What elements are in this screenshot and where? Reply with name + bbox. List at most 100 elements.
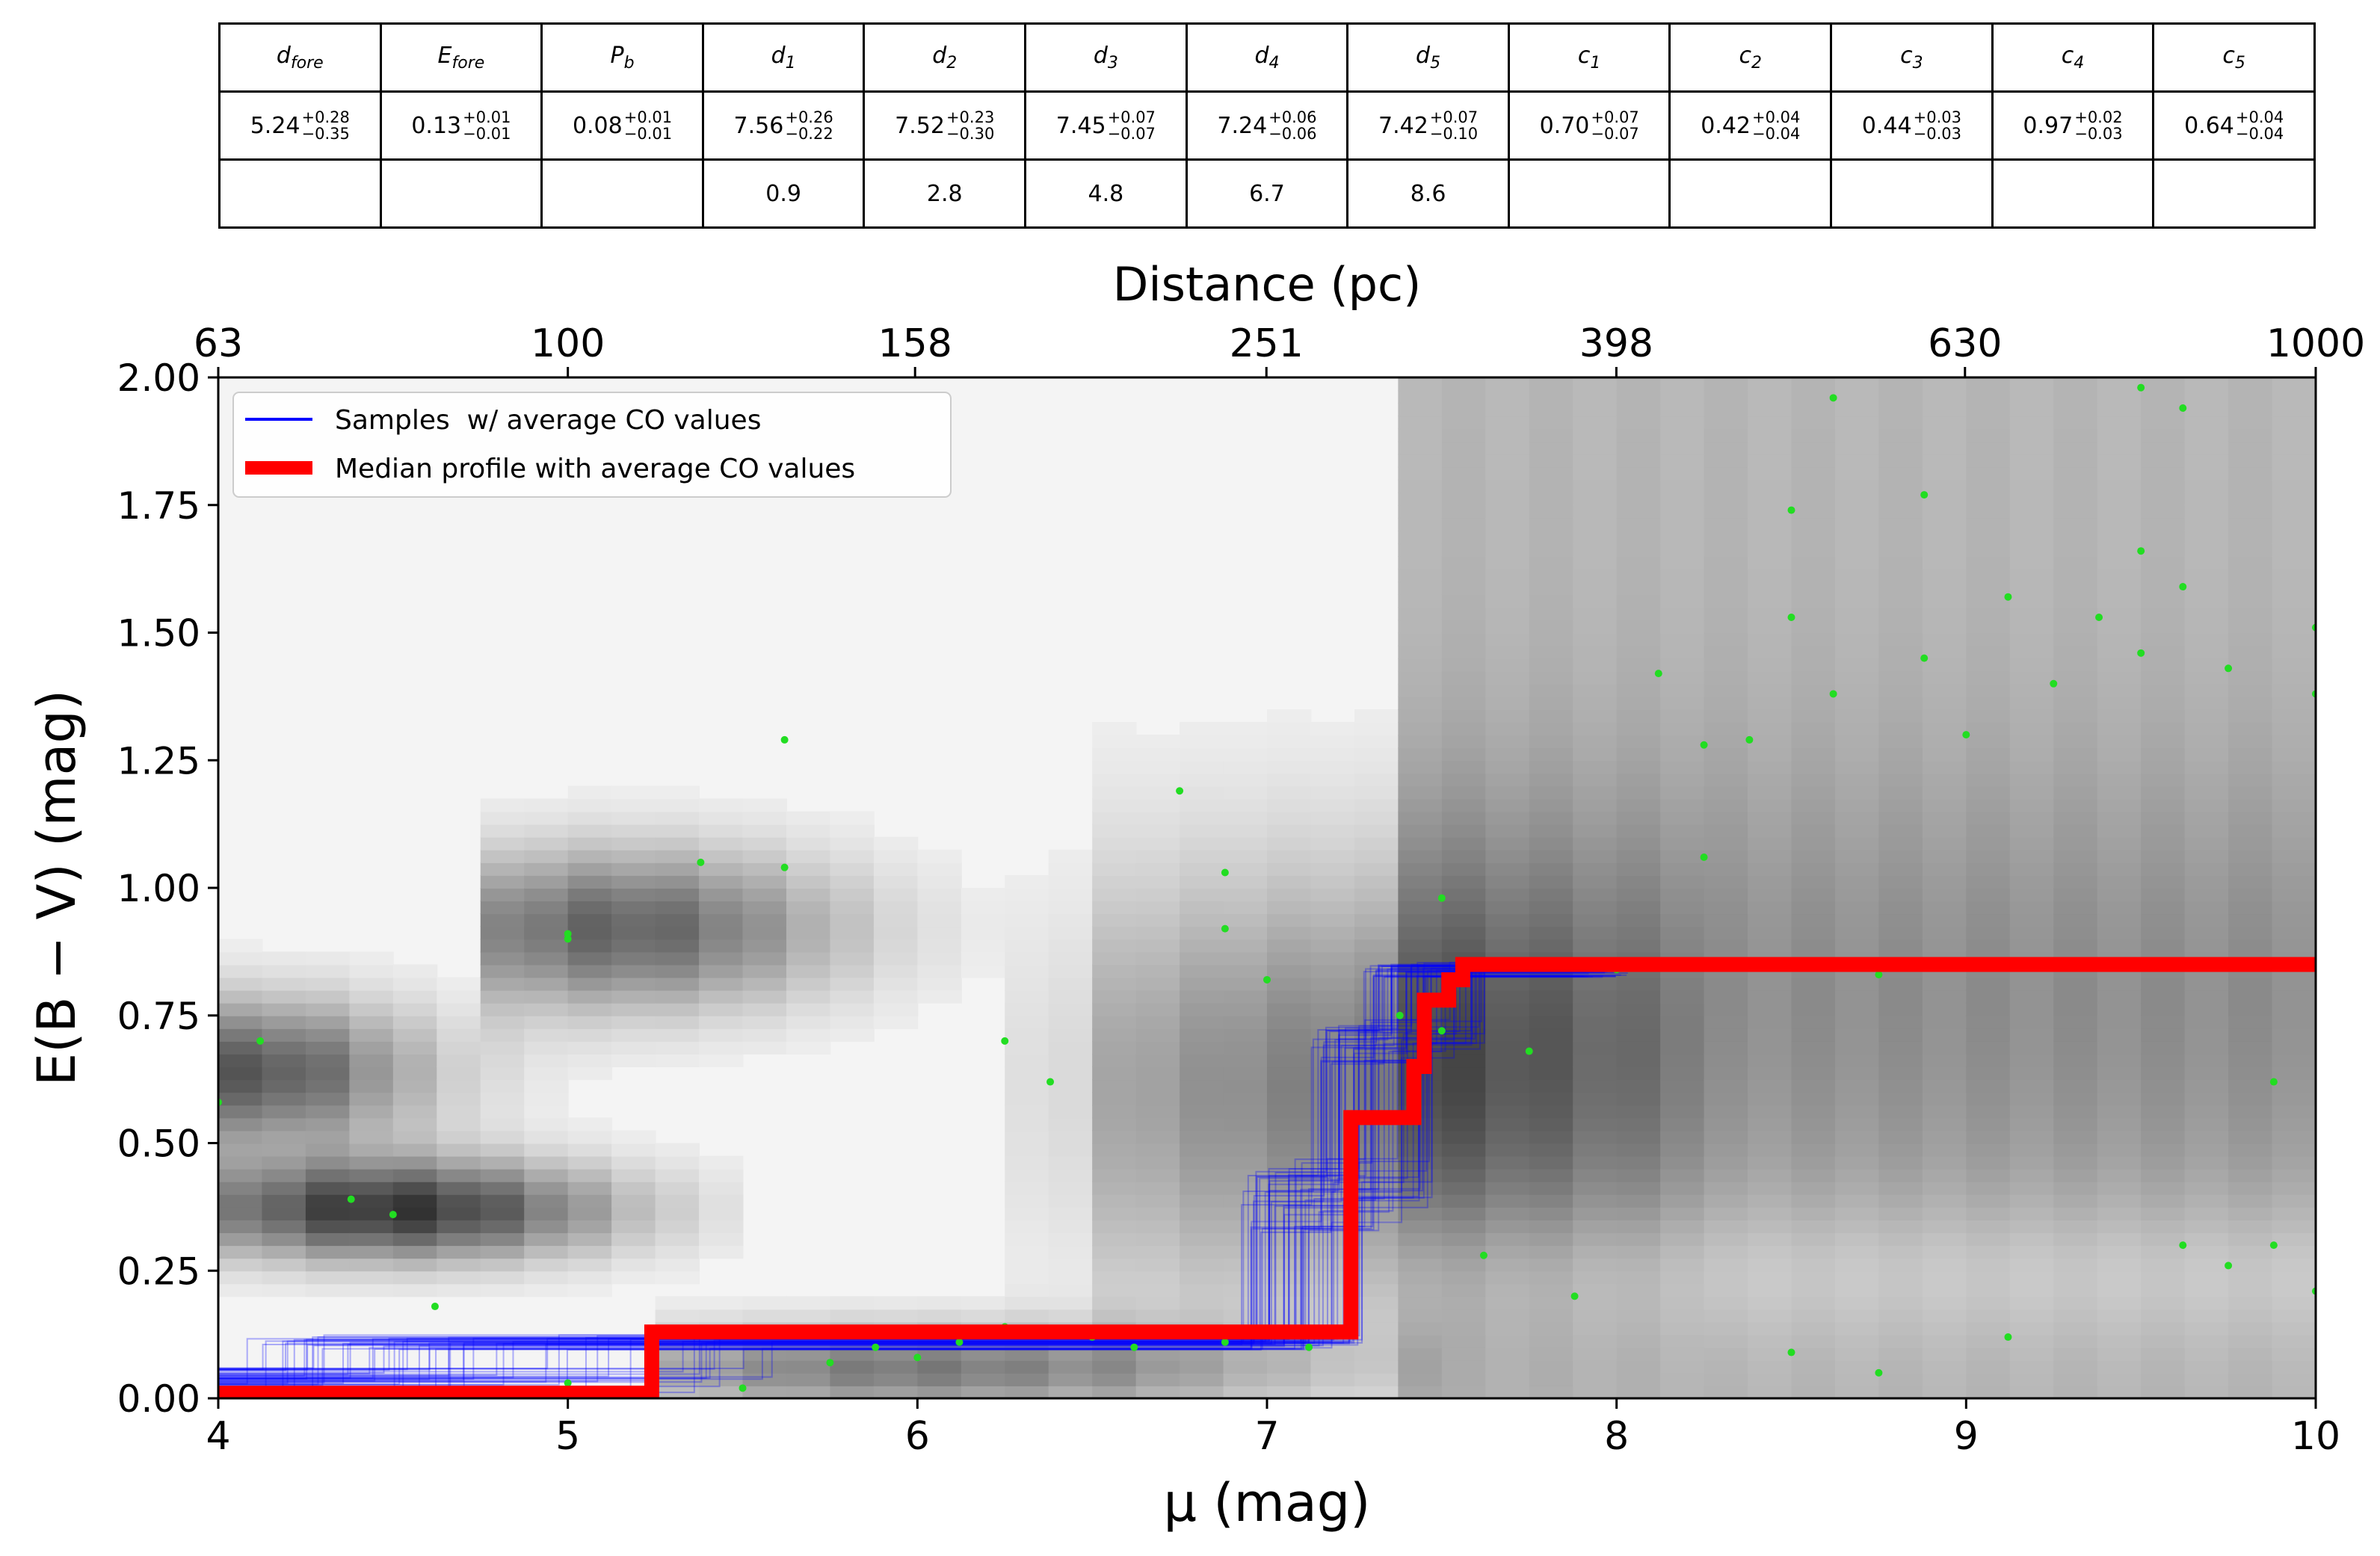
density-cell [2097, 670, 2142, 685]
density-cell [1878, 1296, 1923, 1310]
density-cell [1135, 926, 1181, 940]
density-cell [1048, 964, 1094, 978]
sample-profile [218, 968, 1633, 1394]
density-cell [1573, 849, 1618, 863]
density-cell [2009, 747, 2055, 762]
density-cell [437, 977, 481, 991]
star-point [1001, 1037, 1009, 1045]
density-cell [1660, 747, 1705, 762]
density-cell [1529, 1053, 1574, 1068]
density-cell [2228, 1105, 2273, 1119]
density-cell [1704, 735, 1749, 749]
density-cell [1005, 1092, 1049, 1106]
density-cell [1441, 683, 1487, 697]
density-cell [1092, 1258, 1137, 1272]
density-cell [1704, 1258, 1749, 1272]
density-cell [2228, 530, 2273, 544]
y-tick-label: 0.00 [117, 1377, 200, 1421]
density-cell [2009, 1155, 2055, 1170]
density-cell [1704, 1040, 1749, 1055]
density-cell [699, 990, 744, 1004]
density-cell [742, 990, 787, 1004]
param-lower-err: −0.10 [1429, 125, 1479, 143]
density-cell [2053, 1143, 2098, 1157]
density-cell [1267, 1143, 1312, 1157]
density-cell [1878, 836, 1923, 850]
density-cell [1441, 1053, 1487, 1068]
density-cell [1704, 1232, 1749, 1247]
density-cell [1878, 1232, 1923, 1247]
density-cell [1048, 1079, 1094, 1093]
density-cell [611, 849, 656, 863]
density-cell [2141, 1321, 2186, 1336]
density-cell [655, 1219, 700, 1234]
density-cell [1834, 1194, 1880, 1208]
density-cell [1485, 581, 1530, 596]
density-cell [1529, 416, 1574, 430]
density-cell [1834, 492, 1880, 506]
density-cell [611, 1206, 656, 1220]
density-cell [1398, 862, 1443, 876]
density-cell [1748, 1334, 1792, 1348]
density-cell [917, 888, 962, 902]
density-cell [2009, 874, 2055, 889]
density-cell [437, 1002, 481, 1016]
density-cell [1441, 836, 1487, 850]
density-cell [1135, 939, 1181, 953]
density-cell [567, 874, 613, 889]
sample-profile [218, 961, 1611, 1383]
density-cell [786, 874, 831, 889]
sample-profile [218, 974, 1627, 1374]
density-cell [2228, 760, 2273, 774]
star-point [2269, 1241, 2278, 1250]
density-cell [1441, 1206, 1487, 1220]
density-cell [1529, 824, 1574, 838]
density-cell [1573, 1385, 1618, 1398]
density-cell [2272, 1283, 2316, 1297]
density-cell [1704, 1347, 1749, 1361]
density-cell [699, 1181, 744, 1195]
density-cell [567, 836, 613, 850]
density-cell [1135, 1372, 1181, 1386]
density-cell [305, 1258, 351, 1272]
density-cell [262, 1028, 306, 1042]
density-cell [742, 824, 787, 838]
density-cell [2228, 862, 2273, 876]
density-cell [1704, 849, 1749, 863]
density-cell [2228, 990, 2273, 1004]
density-cell [1180, 1194, 1224, 1208]
density-cell [2141, 1258, 2186, 1272]
density-cell [1704, 683, 1749, 697]
density-cell [611, 1053, 656, 1068]
density-cell [1048, 1372, 1094, 1386]
density-cell [1660, 492, 1705, 506]
density-cell [1354, 735, 1399, 749]
density-cell [1529, 901, 1574, 915]
density-cell [1704, 1206, 1749, 1220]
density-cell [524, 1040, 569, 1055]
density-cell [1748, 377, 1792, 392]
density-cell [1573, 428, 1618, 442]
density-cell [1441, 1015, 1487, 1029]
density-cell [1267, 1015, 1312, 1029]
density-cell [1485, 696, 1530, 710]
density-cell [1267, 1283, 1312, 1297]
density-cell [1616, 939, 1662, 953]
density-cell [1966, 888, 2011, 902]
density-cell [218, 1117, 263, 1132]
density-cell [2009, 811, 2055, 825]
density-cell [1485, 658, 1530, 672]
density-cell [1660, 849, 1705, 863]
density-cell [1441, 901, 1487, 915]
density-cell [699, 874, 744, 889]
density-cell [1135, 1130, 1181, 1144]
density-cell [1966, 977, 2011, 991]
sample-profile [218, 964, 1608, 1392]
density-cell [1529, 1296, 1574, 1310]
density-cell [2184, 1245, 2230, 1259]
density-cell [2141, 543, 2186, 558]
density-cell [1616, 1372, 1662, 1386]
density-cell [2141, 1143, 2186, 1157]
density-cell [1354, 1155, 1399, 1170]
density-cell [2272, 913, 2316, 927]
